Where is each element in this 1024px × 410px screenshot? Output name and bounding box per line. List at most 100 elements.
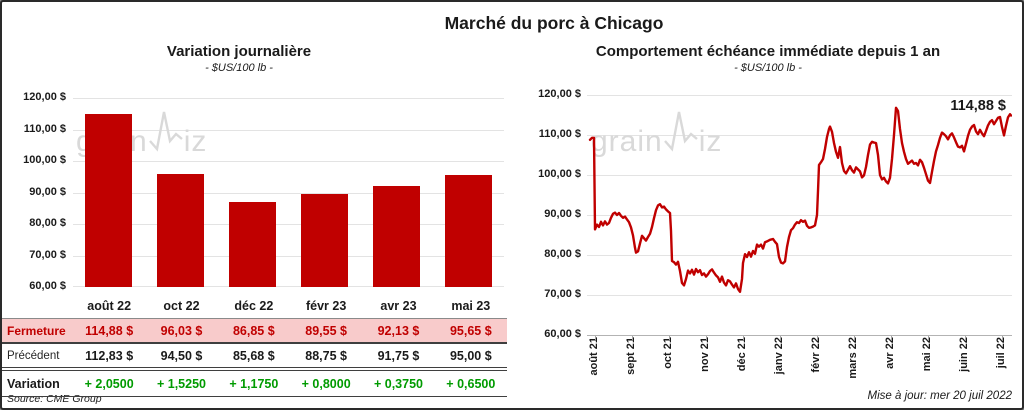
table-header-cell: déc 22 [234,299,274,313]
row-label: Variation [7,376,60,391]
x-tick-label: sept 21 [625,337,637,375]
y-tick-label: 90,00 $ [544,208,581,220]
bar [444,174,492,287]
x-tick-mark [669,336,670,340]
bar [157,173,205,287]
table-value-cell: 91,75 $ [377,348,420,363]
table-value-cell: 85,68 $ [232,348,275,363]
y-tick-label: 110,00 $ [23,122,66,135]
x-tick-mark [595,336,596,340]
right-chart-subtitle: - $US/100 lb - [734,62,802,74]
y-tick-label: 60,00 $ [29,280,66,292]
x-tick-label: nov 21 [699,337,711,372]
x-tick-label: janv 22 [773,337,785,375]
bar [372,185,420,287]
watermark-zigzag-icon [148,111,183,152]
x-tick-mark [928,336,929,340]
gridline [587,255,1012,256]
x-tick-mark [817,336,818,340]
table-value-cell: + 1,5250 [156,376,206,391]
gridline [73,224,504,225]
gridline [587,295,1012,296]
x-tick-mark [706,336,707,340]
y-tick-label: 80,00 $ [544,248,581,260]
gridline [73,256,504,257]
y-tick-label: 80,00 $ [29,217,66,229]
gridline [73,193,504,194]
table-value-cell: 96,03 $ [160,323,203,338]
gridline [587,215,1012,216]
grainwiz-watermark: grain iz [591,108,722,157]
y-tick-label: 120,00 $ [23,91,66,103]
table-row-close: Fermeture 114,88 $ 96,03 $ 86,85 $ 89,55 $ 92… [2,318,507,344]
y-tick-label: 100,00 $ [538,168,581,180]
y-tick-label: 100,00 $ [23,154,66,166]
table-value-cell: + 1,1750 [229,376,279,391]
x-tick-mark [780,336,781,340]
watermark-text-iz: iz [183,125,208,158]
table-header-cell: avr 23 [380,299,417,313]
table-value-cell: 88,75 $ [305,348,347,363]
gridline [587,135,1012,136]
gridline [73,98,504,99]
table-header-cell: oct 22 [163,299,200,313]
x-tick-label: avr 22 [884,337,896,369]
gridline [587,175,1012,176]
bar [85,114,133,287]
y-tick-label: 60,00 $ [544,328,581,340]
gridline [73,286,504,287]
gridline [73,130,504,131]
table-value-cell: 92,13 $ [377,323,420,338]
x-tick-mark [743,336,744,340]
y-tick-label: 70,00 $ [29,248,66,261]
right-chart-title: Comportement échéance immédiate depuis 1… [595,43,941,60]
table-header-row: août 22 oct 22 déc 22 févr 23 avr 23 mai 23 [2,294,507,318]
table-row-var: Variation + 2,0500 + 1,5250 + 1,1750 + 0,800… [2,371,507,397]
row-label: Précédent [7,349,60,362]
bar [300,193,348,287]
y-tick-label: 70,00 $ [544,288,581,300]
table-value-cell: + 2,0500 [84,376,134,391]
y-tick-label: 90,00 $ [29,185,66,198]
x-tick-label: févr 22 [810,337,822,373]
x-tick-label: déc 21 [736,337,748,372]
x-tick-label: oct 21 [662,337,674,369]
table-value-cell: 95,00 $ [449,348,492,363]
table-header-cell: mai 23 [451,299,491,313]
page-title: Marché du porc à Chicago [444,13,664,33]
table-value-cell: + 0,8000 [301,376,351,391]
table-value-cell: 86,85 $ [232,323,275,338]
table-value-cell: + 0,6500 [446,376,496,391]
x-tick-mark [965,336,966,340]
gridline [587,95,1012,96]
y-tick-label: 120,00 $ [538,88,581,100]
x-tick-label: août 21 [588,337,600,376]
table-header-cell: août 22 [87,299,132,313]
bar-chart-plot: grain iz [73,98,504,287]
update-note: Mise à jour: mer 20 juil 2022 [867,390,1012,402]
x-tick-label: juil 22 [995,337,1007,369]
x-tick-mark [891,336,892,340]
table-value-cell: 89,55 $ [305,323,347,338]
price-line-series [588,106,1012,294]
gridline [73,161,504,162]
left-chart-title: Variation journalière [166,43,312,60]
bar [229,202,277,287]
left-chart-subtitle: - $US/100 lb - [205,62,273,74]
table-value-cell: 94,50 $ [160,348,203,363]
table-header-cell: févr 23 [305,299,347,313]
price-table: août 22 oct 22 déc 22 févr 23 avr 23 mai 23 Fe… [2,294,507,397]
table-value-cell: 95,65 $ [449,323,492,338]
x-tick-mark [1002,336,1003,340]
row-label: Fermeture [7,323,66,338]
table-value-cell: 114,88 $ [85,323,134,338]
x-tick-label: mars 22 [847,337,859,379]
y-tick-label: 110,00 $ [538,128,581,140]
table-row-prev: Précédent 112,83 $ 94,50 $ 85,68 $ 88,75 $ 91… [2,344,507,371]
x-tick-mark [632,336,633,340]
x-tick-label: juin 22 [958,337,970,372]
last-price-annotation: 114,88 $ [950,98,1006,114]
table-value-cell: 112,83 $ [85,348,134,363]
watermark-zigzag-icon [663,111,698,152]
